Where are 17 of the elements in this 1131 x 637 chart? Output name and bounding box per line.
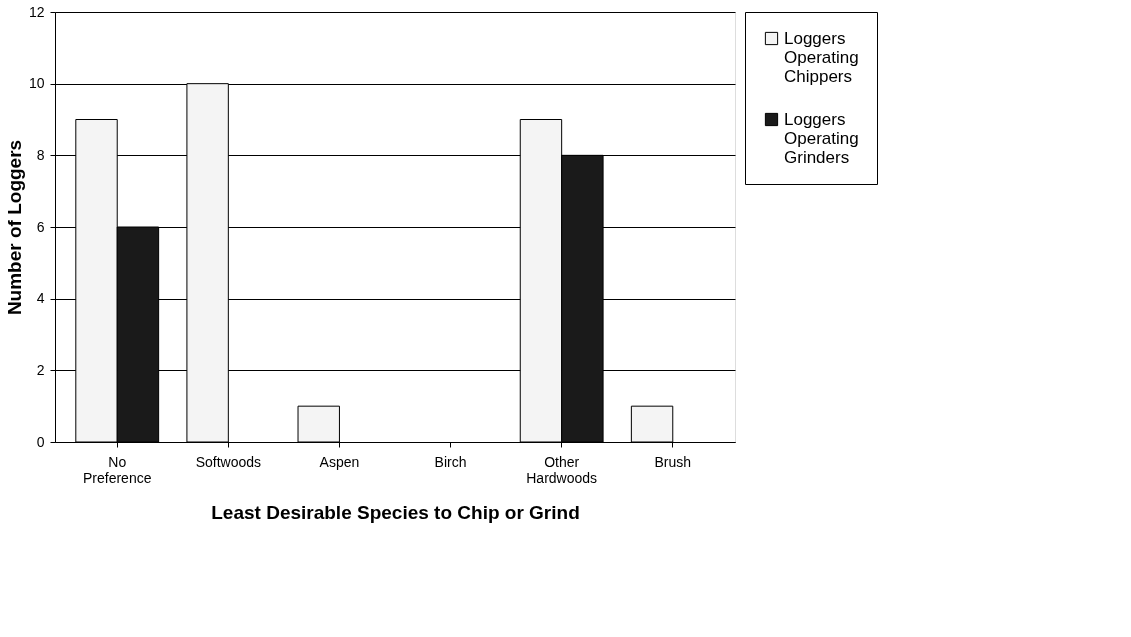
y-tick-label: 6 (36, 218, 45, 235)
y-tick-label: 12 (28, 3, 45, 20)
y-tick-label: 8 (36, 146, 45, 163)
y-axis-title: Number of Loggers (3, 139, 25, 316)
y-tick-label: 0 (36, 433, 45, 450)
y-tick-label: 10 (28, 75, 45, 92)
x-tick-label: Aspen (319, 453, 360, 470)
y-tick-label: 4 (36, 290, 45, 307)
x-tick-label: No Preference (82, 453, 152, 486)
x-axis-title: Least Desirable Species to Chip or Grind (211, 501, 580, 523)
legend-label: Loggers Operating Grinders (784, 109, 859, 167)
x-tick-label: Birch (434, 453, 467, 470)
x-tick-label: Brush (654, 453, 692, 470)
legend-label: Loggers Operating Chippers (784, 28, 859, 86)
y-tick-label: 2 (36, 361, 45, 378)
x-tick-label: Softwoods (195, 453, 262, 470)
x-tick-label: Other Hardwoods (526, 453, 598, 486)
